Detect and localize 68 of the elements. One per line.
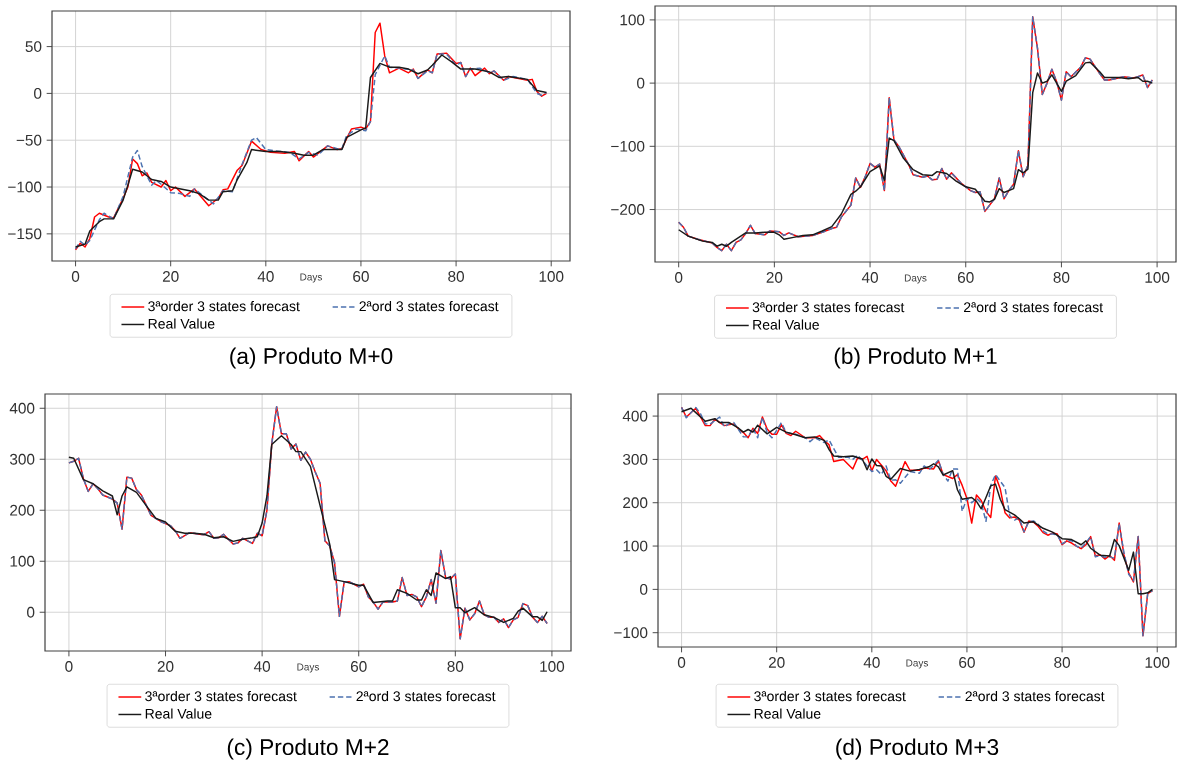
- x-axis-title: Days: [906, 659, 929, 669]
- legend-label: Real Value: [754, 708, 821, 719]
- y-tick-label: 100: [620, 14, 645, 26]
- y-tick-label: 100: [623, 540, 648, 552]
- x-tick-label: 100: [1145, 272, 1170, 283]
- x-tick-label: 20: [157, 661, 174, 672]
- legend-label: 3ªorder 3 states forecast: [752, 301, 905, 313]
- x-tick-label: 80: [1054, 657, 1071, 668]
- legend-label: Real Value: [148, 318, 215, 329]
- y-tick-label: 0: [27, 606, 35, 618]
- x-tick-label: 80: [1053, 272, 1070, 283]
- y-tick-label: −100: [611, 140, 645, 152]
- x-tick-label: 40: [863, 657, 880, 668]
- x-axis-title: Days: [904, 274, 927, 284]
- x-tick-label: 60: [350, 661, 367, 672]
- y-tick-label: 200: [10, 504, 35, 516]
- y-tick-label: 50: [25, 41, 42, 53]
- y-tick-label: 200: [623, 497, 648, 509]
- x-tick-label: 20: [768, 657, 785, 668]
- line-series: [680, 407, 1154, 595]
- x-tick-label: 0: [71, 271, 80, 282]
- x-tick-label: 100: [539, 271, 564, 282]
- x-tick-label: 40: [253, 661, 271, 672]
- x-tick-label: 0: [65, 661, 73, 672]
- y-tick-label: −100: [8, 181, 42, 193]
- y-tick-label: −150: [8, 228, 42, 240]
- y-tick-label: 0: [637, 77, 645, 89]
- x-tick-label: 100: [540, 661, 565, 672]
- legend-label: 2ªord 3 states forecast: [965, 690, 1105, 702]
- x-tick-label: 0: [675, 272, 683, 283]
- x-axis-title: Days: [297, 663, 320, 673]
- x-tick-label: 40: [257, 271, 274, 282]
- x-axis-title: Days: [300, 273, 323, 283]
- line-series: [680, 406, 1154, 637]
- legend-label: Real Value: [753, 319, 819, 330]
- legend-label: 2ªord 3 states forecast: [359, 300, 499, 312]
- legend-label: 2ªord 3 states forecast: [356, 690, 496, 702]
- x-tick-label: 40: [861, 272, 878, 283]
- legend-label: Real Value: [145, 708, 212, 719]
- y-tick-label: −100: [614, 627, 648, 639]
- x-tick-label: 80: [448, 271, 465, 282]
- text: (c) Produto M+2: [227, 738, 389, 760]
- legend-label: 3ªorder 3 states forecast: [145, 690, 297, 702]
- x-tick-label: 100: [1145, 657, 1170, 668]
- legend-label: 3ªorder 3 states forecast: [148, 300, 300, 312]
- y-tick-label: 100: [10, 555, 35, 567]
- x-tick-label: 0: [677, 657, 686, 668]
- x-tick-label: 60: [957, 272, 974, 283]
- x-tick-label: 20: [766, 272, 783, 283]
- text: (d) Produto M+3: [836, 738, 999, 760]
- y-tick-label: 400: [9, 402, 35, 414]
- x-tick-label: 60: [353, 271, 369, 282]
- legend-label: 3ªorder 3 states forecast: [754, 690, 906, 702]
- y-tick-label: 0: [34, 87, 42, 99]
- line-series: [677, 61, 1154, 247]
- x-tick-label: 20: [162, 271, 179, 282]
- y-tick-label: −50: [16, 134, 42, 146]
- text: (b) Produto M+1: [834, 347, 997, 369]
- x-tick-label: 80: [447, 661, 464, 672]
- line-series: [68, 435, 548, 624]
- text: (a) Produto M+0: [230, 347, 393, 369]
- y-tick-label: 300: [622, 453, 648, 465]
- legend-label: 2ªord 3 states forecast: [964, 301, 1103, 313]
- y-tick-label: 400: [622, 410, 648, 422]
- y-tick-label: −200: [611, 204, 645, 215]
- y-tick-label: 300: [9, 453, 35, 465]
- x-tick-label: 60: [959, 657, 975, 668]
- y-tick-label: 0: [640, 583, 648, 595]
